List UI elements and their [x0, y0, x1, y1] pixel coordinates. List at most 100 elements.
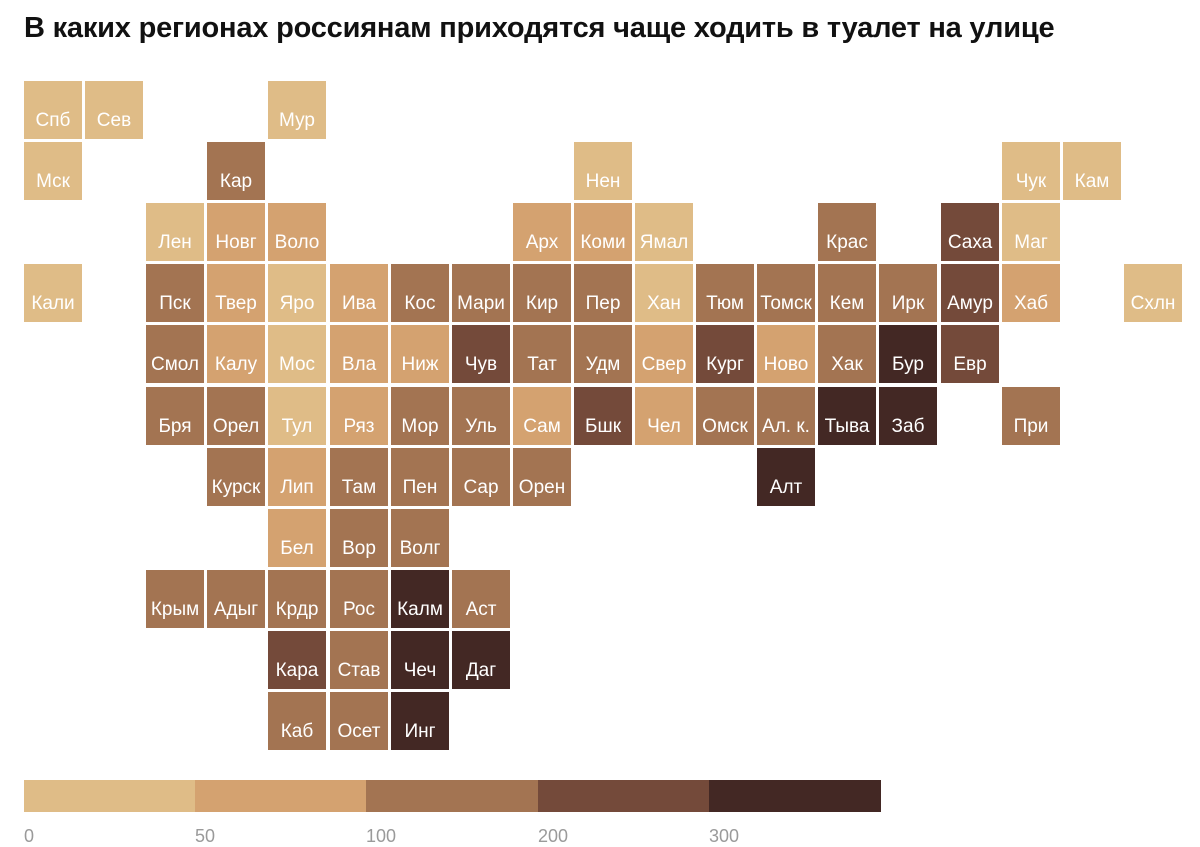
tile-grid-map: Спб Сев Мур Мск Кар Нен Чук Кам Лен Новг Воло Арх Ко…	[24, 81, 1182, 750]
region-label: Ряз	[343, 416, 375, 437]
region-tile: Тыва	[818, 387, 876, 445]
region-label: Пер	[585, 293, 621, 314]
region-label: Спб	[35, 110, 71, 131]
region-label: Бур	[892, 354, 924, 375]
region-label: Чел	[647, 416, 681, 437]
region-label: Схлн	[1130, 293, 1176, 314]
region-tile: Воло	[268, 203, 326, 261]
region-tile: Маг	[1002, 203, 1060, 261]
region-label: Став	[337, 660, 381, 681]
region-tile: Омск	[696, 387, 754, 445]
region-label: Калу	[214, 354, 258, 375]
region-label: Амур	[947, 293, 993, 314]
region-label: Крас	[826, 232, 868, 253]
region-tile: Твер	[207, 264, 265, 322]
region-tile: Ряз	[330, 387, 388, 445]
region-label: Маг	[1014, 232, 1048, 253]
region-label: Ирк	[891, 293, 925, 314]
region-tile: Хан	[635, 264, 693, 322]
region-label: Хак	[831, 354, 863, 375]
legend-swatch	[24, 780, 196, 812]
region-tile: Даг	[452, 631, 510, 689]
region-label: Смол	[150, 354, 200, 375]
region-label: Даг	[465, 660, 497, 681]
region-label: Кос	[404, 293, 436, 314]
region-tile: Кем	[818, 264, 876, 322]
legend-swatch	[195, 780, 367, 812]
region-tile: Схлн	[1124, 264, 1182, 322]
region-tile: Уль	[452, 387, 510, 445]
region-tile: Пен	[391, 448, 449, 506]
region-tile: Амур	[941, 264, 999, 322]
region-tile: При	[1002, 387, 1060, 445]
region-label: Нен	[585, 171, 621, 192]
region-label: Ниж	[401, 354, 439, 375]
region-tile: Каб	[268, 692, 326, 750]
region-tile: Ново	[757, 325, 815, 383]
region-label: При	[1013, 416, 1049, 437]
legend-swatch	[709, 780, 881, 812]
region-label: Ал. к.	[762, 416, 810, 437]
region-label: Хаб	[1013, 293, 1049, 314]
region-tile: Ямал	[635, 203, 693, 261]
region-tile: Пер	[574, 264, 632, 322]
region-label: Коми	[580, 232, 626, 253]
region-label: Томск	[760, 293, 812, 314]
region-tile: Чеч	[391, 631, 449, 689]
region-tile: Осет	[330, 692, 388, 750]
region-label: Чув	[464, 354, 498, 375]
region-tile: Свер	[635, 325, 693, 383]
region-label: Ново	[763, 354, 809, 375]
region-label: Инг	[404, 721, 436, 742]
region-tile: Тюм	[696, 264, 754, 322]
region-tile: Кара	[268, 631, 326, 689]
region-label: Евр	[953, 354, 987, 375]
region-tile: Арх	[513, 203, 571, 261]
region-label: Ива	[341, 293, 377, 314]
region-tile: Яро	[268, 264, 326, 322]
region-label: Удм	[585, 354, 621, 375]
region-label: Уль	[465, 416, 497, 437]
region-label: Крым	[150, 599, 200, 620]
region-tile: Хак	[818, 325, 876, 383]
region-label: Мор	[401, 416, 439, 437]
region-tile: Сар	[452, 448, 510, 506]
region-tile: Бур	[879, 325, 937, 383]
region-tile: Кар	[207, 142, 265, 200]
region-label: Арх	[525, 232, 559, 253]
region-label: Тюм	[706, 293, 744, 314]
region-tile: Тат	[513, 325, 571, 383]
region-label: Осет	[337, 721, 381, 742]
region-tile: Тул	[268, 387, 326, 445]
region-label: Свер	[641, 354, 687, 375]
region-label: Воло	[274, 232, 320, 253]
region-label: Сам	[523, 416, 561, 437]
region-tile: Чув	[452, 325, 510, 383]
region-tile: Вор	[330, 509, 388, 567]
region-tile: Лип	[268, 448, 326, 506]
region-tile: Ирк	[879, 264, 937, 322]
region-tile: Орен	[513, 448, 571, 506]
region-tile: Ива	[330, 264, 388, 322]
region-tile: Бшк	[574, 387, 632, 445]
region-tile: Кос	[391, 264, 449, 322]
region-label: Курск	[211, 477, 261, 498]
region-label: Там	[341, 477, 377, 498]
region-tile: Удм	[574, 325, 632, 383]
region-label: Адыг	[213, 599, 259, 620]
region-label: Мари	[457, 293, 505, 314]
region-label: Сев	[96, 110, 132, 131]
region-tile: Смол	[146, 325, 204, 383]
region-tile: Спб	[24, 81, 82, 139]
region-label: Вор	[342, 538, 376, 559]
legend-tick-label: 0	[24, 826, 35, 846]
region-label: Вла	[341, 354, 377, 375]
region-label: Орел	[212, 416, 260, 437]
region-label: Кар	[219, 171, 253, 192]
region-label: Пск	[159, 293, 191, 314]
region-tile: Томск	[757, 264, 815, 322]
region-tile: Мск	[24, 142, 82, 200]
region-tile: Коми	[574, 203, 632, 261]
region-tile: Курск	[207, 448, 265, 506]
region-tile: Чук	[1002, 142, 1060, 200]
